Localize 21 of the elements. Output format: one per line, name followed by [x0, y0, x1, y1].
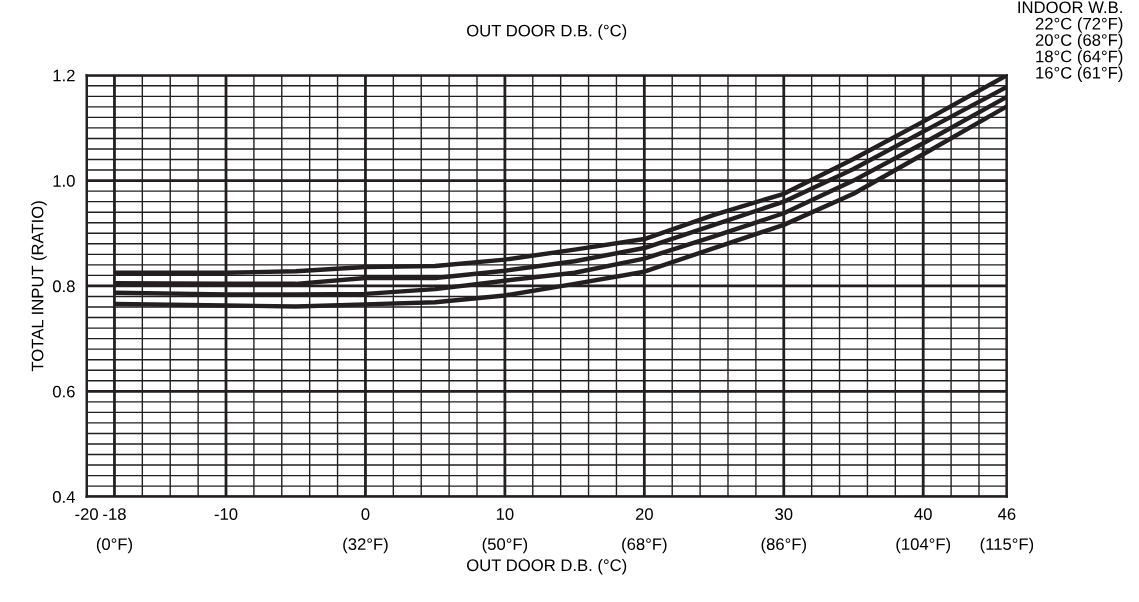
text: 18°C (64°F) [1036, 50, 1123, 66]
x-tick-label: -10 [214, 508, 238, 520]
x-axis-title: OUT DOOR D.B. (°C) [467, 558, 627, 575]
text: 16°C (61°F) [1036, 66, 1123, 82]
x-tick-label: 40 (104°F) [896, 508, 951, 554]
legend-title: INDOOR W.B. [1018, 1, 1122, 14]
x-tick-label: 20 (68°F) [622, 508, 667, 554]
y-axis-title: TOTAL INPUT (RATIO) [31, 201, 47, 372]
x-tick-label: 0 (32°F) [343, 508, 388, 554]
x-tick-label: 10 (50°F) [482, 508, 528, 554]
y-tick-label: 1.0 [53, 175, 75, 187]
x-tick-label: 30 (86°F) [761, 508, 806, 554]
chart-title: OUT DOOR D.B. (°C) [467, 24, 627, 40]
y-tick-label: 1.2 [53, 69, 75, 82]
x-tick-label: 46 (115°F) [980, 508, 1034, 554]
y-tick-label: 0.6 [52, 385, 75, 398]
y-tick-label: 0.4 [52, 491, 75, 503]
x-tick-label: -20 [75, 508, 98, 520]
text: 20°C (68°F) [1035, 33, 1123, 50]
y-tick-label: 0.8 [52, 280, 75, 293]
text: 22°C (72°F) [1035, 17, 1123, 33]
